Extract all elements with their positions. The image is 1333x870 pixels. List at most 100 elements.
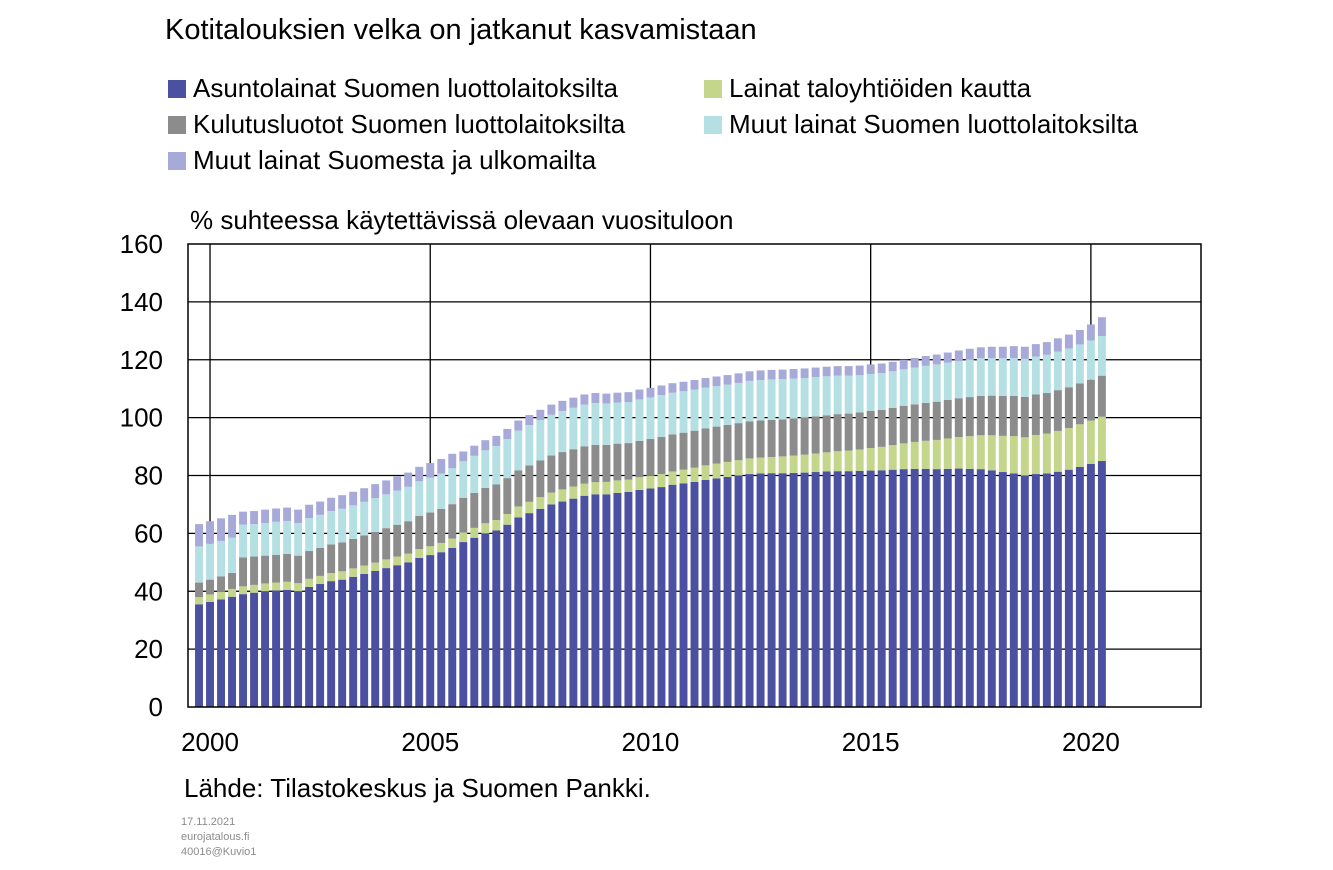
bar-s4-39 <box>624 392 633 402</box>
bar-s2-17 <box>382 528 391 560</box>
bar-s4-34 <box>569 397 578 408</box>
bar-s3-81 <box>1086 340 1095 380</box>
bar-s4-9 <box>294 509 303 523</box>
bar-s1-10 <box>305 578 314 587</box>
bar-s2-81 <box>1086 379 1095 421</box>
bar-s1-35 <box>580 483 589 496</box>
bar-s1-7 <box>272 582 281 591</box>
bar-s3-69 <box>954 360 963 399</box>
bar-s2-44 <box>679 432 688 470</box>
bar-s4-53 <box>778 369 787 380</box>
bar-s0-46 <box>701 479 710 707</box>
bar-s3-28 <box>503 439 512 479</box>
bar-s3-50 <box>745 380 754 422</box>
bar-s3-32 <box>547 414 556 456</box>
bar-s2-9 <box>294 555 303 584</box>
bar-s3-0 <box>195 546 203 583</box>
bar-s2-51 <box>756 420 765 458</box>
bar-s2-67 <box>932 401 941 440</box>
bar-s3-13 <box>338 508 347 543</box>
x-tick-label-2020: 2020 <box>1062 727 1120 757</box>
bar-s3-48 <box>723 384 732 425</box>
bar-s1-33 <box>558 489 567 502</box>
bar-s0-3 <box>228 596 237 707</box>
bar-s4-35 <box>580 394 589 405</box>
bar-s0-44 <box>679 483 688 707</box>
bar-s3-24 <box>459 461 468 498</box>
bar-s2-71 <box>976 395 985 436</box>
bar-s4-23 <box>448 453 457 469</box>
bar-s3-22 <box>437 473 446 509</box>
bar-s4-20 <box>415 466 424 482</box>
bar-s4-33 <box>558 400 567 411</box>
bar-s0-40 <box>635 489 644 707</box>
bar-s4-0 <box>195 524 203 547</box>
bar-s3-40 <box>635 399 644 441</box>
bar-s2-7 <box>272 554 281 583</box>
bar-s4-19 <box>404 472 413 487</box>
bar-s0-56 <box>811 472 820 707</box>
legend-label-kulutusluotot: Kulutusluotot Suomen luottolaitoksilta <box>193 109 626 139</box>
bar-s1-72 <box>987 435 996 471</box>
bar-s3-61 <box>866 373 875 411</box>
bar-s0-72 <box>987 470 996 707</box>
bar-s4-31 <box>536 409 545 420</box>
bar-s0-54 <box>789 472 798 707</box>
bar-s4-57 <box>822 366 831 377</box>
bar-s4-18 <box>393 476 402 491</box>
bar-s4-21 <box>426 463 435 478</box>
bar-s1-0 <box>195 597 203 605</box>
bar-s0-45 <box>690 481 699 707</box>
bar-s0-77 <box>1042 473 1051 707</box>
bar-s1-82 <box>1097 416 1106 462</box>
bar-s2-27 <box>492 484 501 521</box>
bar-s0-60 <box>855 470 864 707</box>
legend-item-muut-luottolaitokset: Muut lainat Suomen luottolaitoksilta <box>704 109 1138 140</box>
bar-s4-75 <box>1020 346 1029 359</box>
footer-code: 40016@Kuvio1 <box>181 846 257 858</box>
bar-s2-29 <box>514 470 523 507</box>
bar-s2-22 <box>437 508 446 543</box>
bar-s4-10 <box>305 504 314 519</box>
bar-s4-37 <box>602 393 611 404</box>
bar-s2-1 <box>206 579 214 595</box>
bar-s0-65 <box>910 468 919 707</box>
bar-s3-53 <box>778 379 787 420</box>
bar-s3-33 <box>558 410 567 453</box>
bar-s4-81 <box>1086 324 1095 341</box>
bar-s0-21 <box>426 555 435 707</box>
bar-s2-33 <box>558 452 567 490</box>
bar-s3-30 <box>525 425 534 466</box>
bar-s2-62 <box>877 409 886 447</box>
bar-s0-8 <box>283 589 292 707</box>
bar-s2-11 <box>316 547 325 576</box>
bar-s4-77 <box>1042 342 1051 355</box>
bar-s1-25 <box>470 527 479 538</box>
bar-s1-74 <box>1009 436 1018 474</box>
bar-s1-49 <box>734 460 743 476</box>
bar-s1-57 <box>822 452 831 472</box>
bar-s0-48 <box>723 476 732 707</box>
bar-s4-14 <box>349 491 358 506</box>
bar-s1-6 <box>261 583 270 592</box>
bar-s3-58 <box>833 375 842 415</box>
bar-s2-59 <box>844 413 853 451</box>
bar-s3-19 <box>404 486 413 522</box>
bar-s3-79 <box>1064 348 1073 388</box>
bar-s1-2 <box>217 591 225 600</box>
bar-s1-21 <box>426 546 435 556</box>
bar-s1-26 <box>481 523 490 534</box>
bar-s4-62 <box>877 363 886 374</box>
bar-s3-34 <box>569 407 578 450</box>
bar-s1-3 <box>228 588 237 597</box>
bar-s3-25 <box>470 455 479 493</box>
bar-s0-81 <box>1086 463 1095 707</box>
bar-s0-82 <box>1097 461 1106 707</box>
bar-s0-26 <box>481 533 490 708</box>
bar-s1-43 <box>668 471 677 485</box>
legend-swatch-asuntolainat <box>168 79 186 98</box>
bar-s0-28 <box>503 524 512 707</box>
bar-s1-17 <box>382 559 391 569</box>
bar-s2-6 <box>261 555 270 584</box>
y-tick-label-100: 100 <box>120 403 163 433</box>
